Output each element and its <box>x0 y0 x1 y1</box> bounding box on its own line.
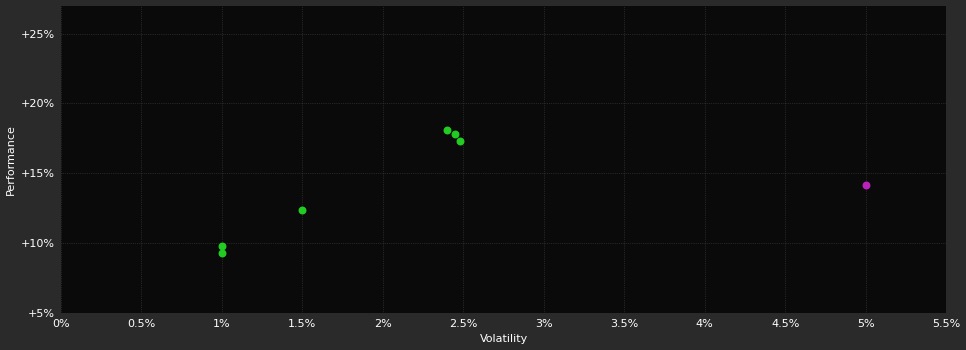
Point <box>858 182 873 188</box>
Point <box>214 250 230 256</box>
Point <box>447 132 463 137</box>
Y-axis label: Performance: Performance <box>6 124 15 195</box>
Point <box>440 127 455 133</box>
X-axis label: Volatility: Volatility <box>479 335 527 344</box>
Point <box>452 139 468 144</box>
Point <box>295 207 310 212</box>
Point <box>214 243 230 249</box>
